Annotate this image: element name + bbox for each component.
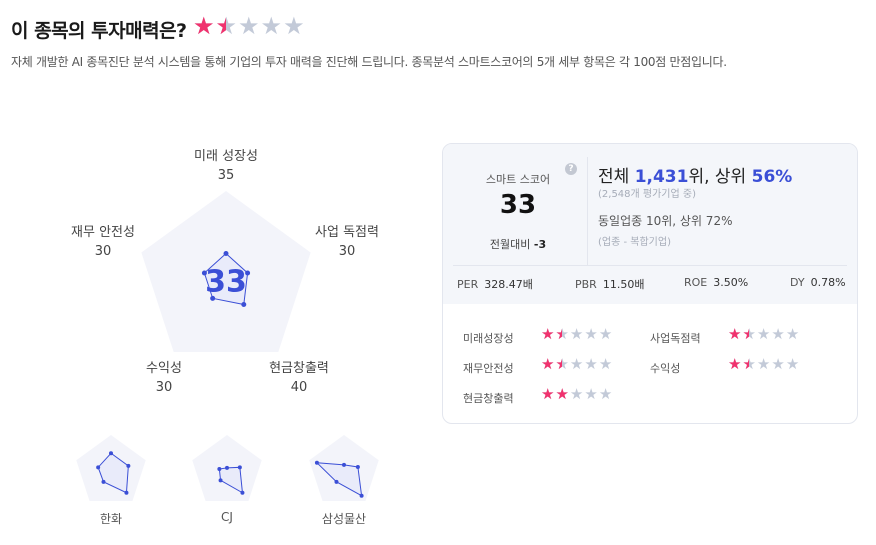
- star-icon: ★: [569, 385, 584, 403]
- rating-label: 사업독점력: [650, 332, 701, 345]
- peer-label-samsung[interactable]: 삼성물산: [321, 512, 367, 526]
- main-radar-area: [203, 252, 249, 306]
- divider: [587, 157, 588, 265]
- peer-radar-point: [126, 463, 131, 468]
- peer-radar-point: [124, 490, 129, 495]
- peer-label-cj[interactable]: CJ: [221, 510, 233, 524]
- star-icon: ★: [756, 325, 771, 343]
- star-icon: ★★: [541, 325, 555, 343]
- smart-score-card: 스마트 스코어 ? 33 전월대비 -3 전체 1,431위, 상위 56% (…: [442, 143, 858, 424]
- divider: [453, 265, 847, 266]
- metric-roe: ROE 3.50%: [684, 276, 749, 289]
- rating-label: 수익성: [650, 362, 681, 375]
- axis-label-growth: 미래 성장성 35: [194, 149, 258, 183]
- star-icon: ★★: [541, 355, 555, 373]
- star-icon: ★★: [555, 325, 569, 343]
- star-icon: ★: [569, 325, 584, 343]
- peer-radar-point: [359, 493, 364, 498]
- rating-label: 미래성장성: [463, 332, 514, 345]
- help-icon[interactable]: ?: [565, 163, 577, 175]
- star-icon: ★: [584, 355, 598, 373]
- axis-label-stability: 재무 안전성 30: [71, 225, 135, 259]
- star-icon: ★: [584, 325, 598, 343]
- main-radar-point: [210, 295, 216, 301]
- peer-radar-point: [217, 467, 222, 472]
- star-icon: ★★: [555, 355, 569, 373]
- smart-score-value: 33: [499, 190, 537, 220]
- star-icon: ★★: [215, 12, 238, 40]
- star-icon: ★: [785, 355, 800, 373]
- star-icon: ★★: [555, 385, 569, 403]
- rating-stars: ★★★★★★★: [541, 357, 612, 372]
- peer-radar-point: [342, 462, 346, 467]
- metric-per: PER 328.47배: [457, 278, 533, 291]
- peer-radar-area: [97, 452, 129, 494]
- star-icon: ★: [260, 12, 283, 40]
- overall-rank: 전체 1,431위, 상위 56%: [598, 167, 793, 187]
- rank-subtext: (2,548개 평가기업 중): [598, 189, 696, 200]
- star-icon: ★★: [541, 385, 555, 403]
- main-radar-point: [241, 301, 247, 307]
- description: 자체 개발한 AI 종목진단 분석 시스템을 통해 기업의 투자 매력을 진단해…: [11, 55, 727, 69]
- star-icon: ★: [584, 385, 598, 403]
- main-radar-point: [245, 270, 251, 276]
- rating-stars: ★★★★★★★: [728, 327, 799, 342]
- star-icon: ★: [771, 355, 785, 373]
- rating-stars: ★★★★★★★: [541, 387, 612, 402]
- star-icon: ★★: [728, 325, 742, 343]
- rating-label: 재무안전성: [463, 362, 514, 375]
- axis-label-monopoly: 사업 독점력 30: [315, 225, 379, 259]
- metric-pbr: PBR 11.50배: [575, 278, 645, 291]
- peer-radar-point: [334, 479, 339, 484]
- peer-rank: 동일업종 10위, 상위 72%: [598, 214, 733, 228]
- peer-radar-point: [237, 465, 242, 470]
- industry: (업종 - 복합기업): [598, 237, 671, 248]
- peer-radar-area: [315, 462, 363, 497]
- star-icon: ★: [283, 12, 305, 40]
- peer-radar-point: [225, 465, 229, 470]
- star-icon: ★: [569, 355, 584, 373]
- peer-radar-point: [218, 478, 223, 483]
- main-radar-point: [223, 251, 229, 257]
- star-icon: ★★: [193, 12, 215, 40]
- peer-radar-point: [101, 479, 106, 484]
- star-icon: ★★: [728, 355, 742, 373]
- page-title: 이 종목의 투자매력은?: [11, 20, 187, 42]
- peer-label-hanwha[interactable]: 한화: [99, 512, 123, 526]
- peer-radar-point: [96, 465, 101, 470]
- peer-radar-point: [109, 451, 113, 456]
- star-icon: ★: [771, 325, 785, 343]
- peer-radar-point: [355, 464, 360, 469]
- metric-dy: DY 0.78%: [790, 276, 846, 289]
- star-icon: ★: [598, 385, 613, 403]
- star-icon: ★: [238, 12, 260, 40]
- axis-label-profitability: 수익성 30: [146, 361, 182, 395]
- peer-radar-point: [240, 490, 245, 495]
- overall-star-rating: ★★★★★★★: [193, 14, 305, 38]
- main-radar-point: [201, 270, 207, 276]
- rating-stars: ★★★★★★★: [728, 357, 799, 372]
- radar-score: 33: [205, 265, 247, 300]
- axis-label-cashflow: 현금창출력 40: [269, 361, 329, 395]
- star-icon: ★★: [742, 325, 756, 343]
- star-icon: ★: [785, 325, 800, 343]
- star-icon: ★★: [742, 355, 756, 373]
- rating-label: 현금창출력: [463, 392, 514, 405]
- smart-score-label: 스마트 스코어: [485, 173, 551, 186]
- star-icon: ★: [756, 355, 771, 373]
- rating-stars: ★★★★★★★: [541, 327, 612, 342]
- star-icon: ★: [598, 355, 613, 373]
- star-icon: ★: [598, 325, 613, 343]
- peer-radar-point: [314, 460, 319, 465]
- monthly-change: 전월대비 -3: [489, 238, 547, 251]
